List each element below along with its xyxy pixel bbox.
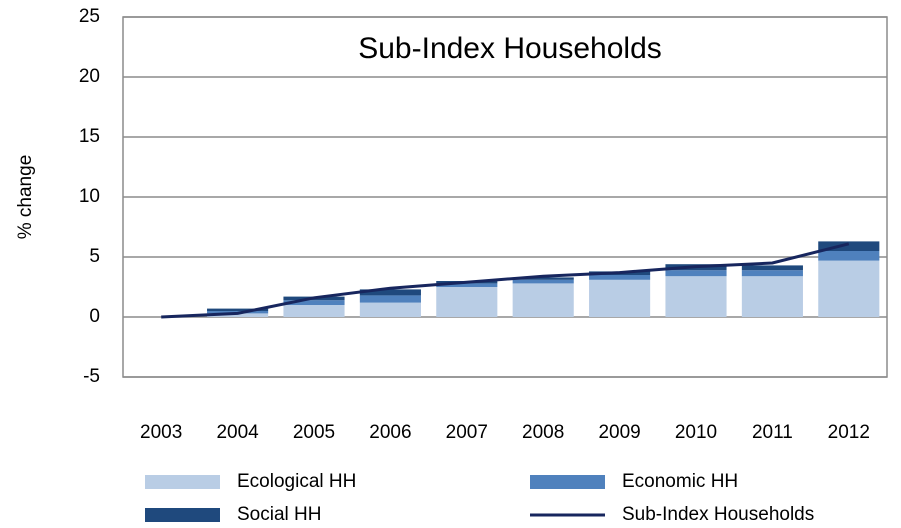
bar-segment [436, 287, 498, 317]
bar-segment [283, 305, 345, 317]
bar-segment [665, 270, 727, 277]
legend-label: Economic HH [622, 471, 738, 492]
legend-swatch [145, 475, 220, 489]
y-tick-label: 15 [79, 126, 100, 147]
bar-segment [207, 313, 269, 317]
legend-swatch [145, 508, 220, 522]
bar-segment [512, 279, 574, 284]
bar-segment [512, 277, 574, 280]
chart-title: Sub-Index Households [358, 32, 662, 65]
y-tick-label: 20 [79, 66, 100, 87]
bar-segment [359, 302, 421, 317]
x-tick-label: 2005 [293, 422, 335, 443]
bar-segment [512, 283, 574, 317]
bar-segment [741, 276, 803, 317]
legend-label: Sub-Index Households [622, 504, 814, 525]
x-tick-label: 2011 [752, 422, 793, 443]
legend-label: Social HH [237, 504, 321, 525]
x-tick-label: 2009 [598, 422, 640, 443]
y-tick-label: 25 [79, 6, 100, 27]
legend-label: Ecological HH [237, 471, 356, 492]
x-tick-label: 2007 [446, 422, 488, 443]
x-tick-label: 2008 [522, 422, 564, 443]
line [161, 242, 850, 319]
x-tick-label: 2010 [675, 422, 717, 443]
bar-segment [283, 300, 345, 305]
bar-segment [359, 295, 421, 303]
legend-swatch [530, 475, 605, 489]
bar-segment [589, 275, 651, 280]
bar-segment [741, 270, 803, 277]
y-axis-label: % change [15, 155, 36, 240]
plot-frame [122, 16, 888, 378]
bar-segment [359, 289, 421, 296]
bar-segment [436, 283, 498, 287]
x-tick-label: 2012 [828, 422, 870, 443]
bar-segment [818, 241, 880, 251]
bar-segment [741, 265, 803, 271]
x-tick-label: 2004 [216, 422, 259, 443]
bar-segment [207, 308, 269, 311]
bar-segment [665, 276, 727, 317]
bar-segment [818, 251, 880, 261]
x-tick-label: 2006 [369, 422, 411, 443]
y-tick-label: -5 [83, 366, 100, 387]
bar-segment [589, 279, 651, 317]
y-tick-label: 5 [89, 246, 100, 267]
x-tick-label: 2003 [140, 422, 182, 443]
bar-segment [818, 260, 880, 317]
y-tick-label: 0 [89, 306, 100, 327]
y-tick-label: 10 [79, 186, 100, 207]
